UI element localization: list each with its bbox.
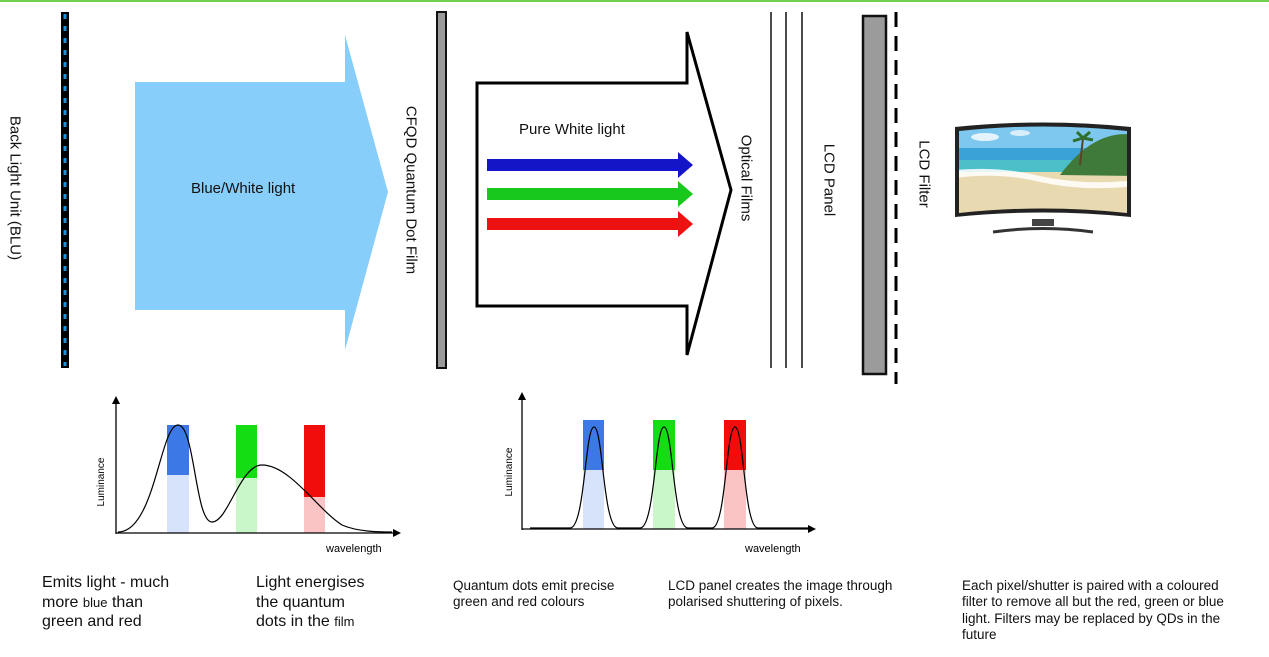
green-ray: [487, 181, 693, 207]
chart-2: Luminance wavelength: [504, 392, 816, 555]
chart1-xlabel: wavelength: [325, 543, 382, 555]
caption-blu-emits: Emits light - much more blue than green …: [42, 574, 170, 631]
curved-tv-beach-icon: [955, 122, 1131, 234]
optical-films: [770, 12, 803, 368]
chart-1: Luminance wavelength: [96, 396, 401, 555]
lcd-filter-label: LCD Filter: [915, 140, 933, 208]
caption-lcd-creates: LCD panel creates the image through pola…: [668, 578, 893, 610]
chart2-ylabel: Luminance: [504, 447, 515, 496]
lcd-panel-label: LCD Panel: [820, 143, 838, 217]
chart2-spectrum-curve: [530, 426, 808, 529]
top-accent-bar: [0, 0, 1269, 2]
blu-label: Back Light Unit (BLU): [6, 115, 24, 261]
caption-filter: Each pixel/shutter is paired with a colo…: [962, 578, 1224, 643]
optical-films-label: Optical Films: [737, 134, 755, 222]
chart1-ylabel: Luminance: [96, 457, 107, 506]
caption-qd-emit: Quantum dots emit precise green and red …: [453, 578, 615, 610]
back-light-unit: [61, 12, 69, 368]
pure-white-light-label: Pure White light: [519, 121, 625, 138]
blue-white-light-arrow: [135, 35, 388, 350]
blue-ray: [487, 152, 693, 178]
quantum-dot-film: [436, 11, 447, 369]
red-ray: [487, 211, 693, 237]
chart2-xlabel: wavelength: [744, 543, 801, 555]
chart1-spectrum-curve: [117, 424, 393, 533]
qd-film-label: CFQD Quantum Dot Film: [402, 105, 420, 275]
caption-energise: Light energises the quantum dots in the …: [256, 574, 365, 631]
blue-white-light-label: Blue/White light: [191, 180, 296, 197]
lcd-panel: [861, 14, 888, 376]
